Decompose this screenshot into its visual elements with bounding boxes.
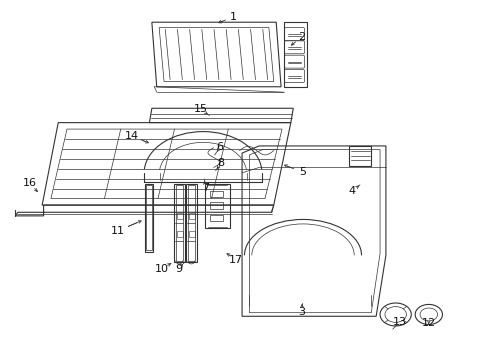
Bar (177, 213, 183, 219)
Text: 9: 9 (175, 264, 182, 274)
Text: 14: 14 (125, 131, 139, 141)
Text: 4: 4 (347, 186, 355, 197)
Text: 12: 12 (421, 319, 435, 328)
Text: 16: 16 (23, 178, 37, 188)
Bar (189, 231, 195, 237)
Text: 8: 8 (217, 158, 224, 168)
Text: 2: 2 (298, 32, 305, 42)
Text: 17: 17 (229, 255, 243, 265)
Bar (210, 191, 222, 197)
Text: 5: 5 (299, 167, 306, 177)
Bar (189, 213, 195, 219)
Text: 7: 7 (202, 183, 209, 193)
Text: 6: 6 (216, 142, 223, 152)
Text: 10: 10 (154, 264, 168, 274)
Text: 13: 13 (392, 317, 406, 327)
Text: 3: 3 (298, 307, 305, 316)
Bar (210, 215, 222, 221)
Text: 11: 11 (110, 226, 124, 236)
Bar (177, 231, 183, 237)
Bar (210, 202, 222, 209)
Text: 1: 1 (230, 12, 237, 22)
Text: 15: 15 (193, 104, 207, 114)
